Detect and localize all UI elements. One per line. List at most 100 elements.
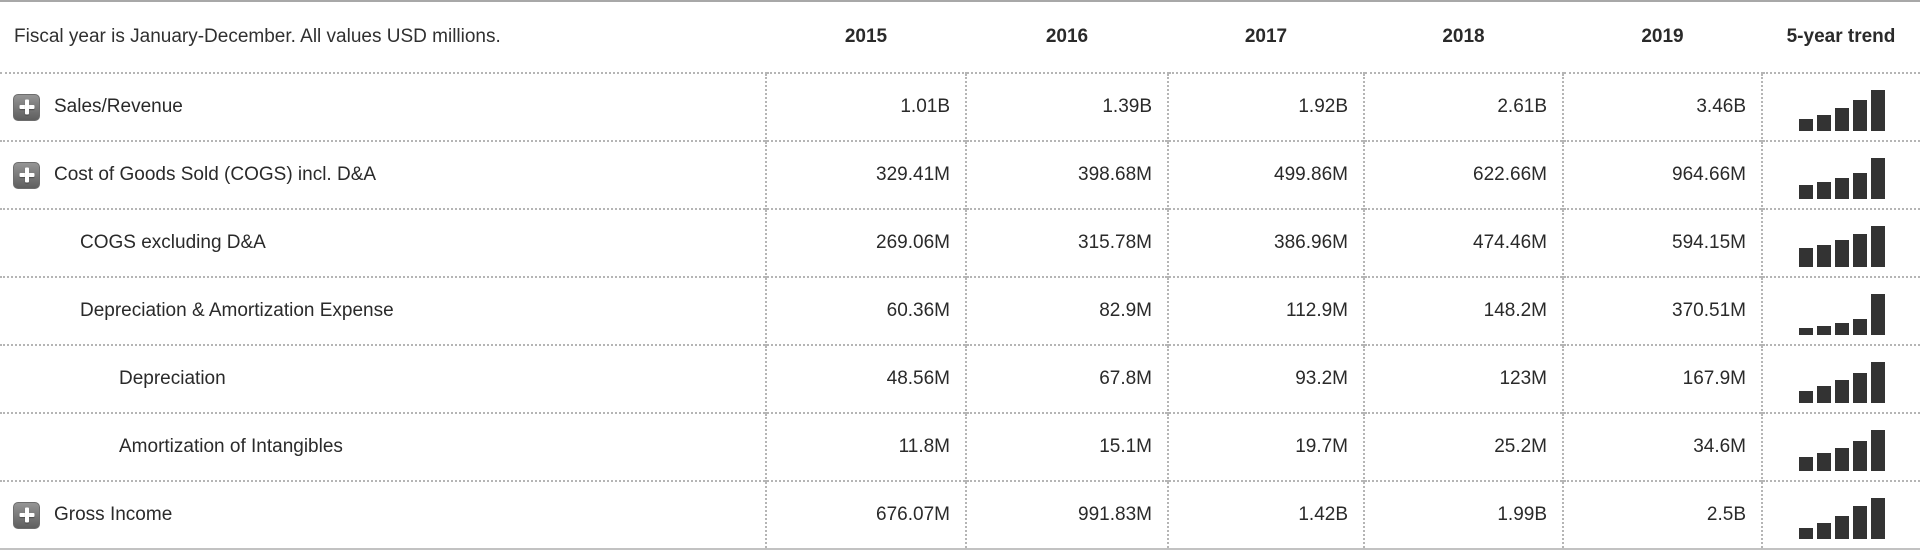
spark-bar bbox=[1870, 90, 1885, 131]
value-cell: 148.2M bbox=[1363, 276, 1563, 345]
trend-cell bbox=[1761, 276, 1920, 345]
spark-bar bbox=[1798, 457, 1813, 471]
value-cell: 2.61B bbox=[1363, 72, 1563, 141]
value-cell: 48.56M bbox=[765, 344, 966, 413]
value-cell: 594.15M bbox=[1562, 208, 1762, 277]
row-label: Gross Income bbox=[54, 504, 173, 525]
table-row: COGS excluding D&A 269.06M 315.78M 386.96M 4… bbox=[0, 208, 1920, 277]
row-label-wrap: Cost of Goods Sold (COGS) incl. D&A bbox=[0, 161, 765, 189]
value-cell: 386.96M bbox=[1167, 208, 1364, 277]
value-cell: 370.51M bbox=[1562, 276, 1762, 345]
value-cell: 60.36M bbox=[765, 276, 966, 345]
expand-button[interactable] bbox=[13, 161, 40, 189]
spark-bar bbox=[1870, 498, 1885, 539]
plus-icon bbox=[14, 163, 39, 188]
trend-sparkline bbox=[1798, 362, 1885, 403]
row-label-cell[interactable]: Sales/Revenue bbox=[0, 72, 766, 141]
fiscal-year-note: Fiscal year is January-December. All val… bbox=[14, 26, 501, 47]
value-cell: 474.46M bbox=[1363, 208, 1563, 277]
table-row: Amortization of Intangibles 11.8M 15.1M 19.… bbox=[0, 412, 1920, 481]
value-cell: 25.2M bbox=[1363, 412, 1563, 481]
value-cell: 991.83M bbox=[965, 480, 1168, 549]
value-cell: 15.1M bbox=[965, 412, 1168, 481]
row-label-cell[interactable]: Gross Income bbox=[0, 480, 766, 549]
row-label: COGS excluding D&A bbox=[80, 232, 266, 253]
row-label-wrap: Gross Income bbox=[0, 501, 765, 529]
value-cell: 499.86M bbox=[1167, 140, 1364, 209]
value-cell: 269.06M bbox=[765, 208, 966, 277]
trend-sparkline bbox=[1798, 294, 1885, 335]
row-label: Depreciation & Amortization Expense bbox=[80, 300, 394, 321]
spark-bar bbox=[1816, 115, 1831, 131]
value-cell: 1.01B bbox=[765, 72, 966, 141]
header-row: Fiscal year is January-December. All val… bbox=[0, 1, 1920, 73]
value-cell: 67.8M bbox=[965, 344, 1168, 413]
table-row: Depreciation & Amortization Expense 60.36… bbox=[0, 276, 1920, 345]
row-label: Cost of Goods Sold (COGS) incl. D&A bbox=[54, 164, 377, 185]
value-cell: 964.66M bbox=[1562, 140, 1762, 209]
table-body: Sales/Revenue 1.01B 1.39B 1.92B 2.61B 3.46B Co… bbox=[0, 72, 1920, 549]
expand-button[interactable] bbox=[13, 93, 40, 121]
trend-sparkline bbox=[1798, 90, 1885, 131]
spark-bar bbox=[1852, 319, 1867, 335]
spark-bar bbox=[1798, 528, 1813, 539]
value-cell: 112.9M bbox=[1167, 276, 1364, 345]
spark-bar bbox=[1852, 373, 1867, 403]
value-cell: 2.5B bbox=[1562, 480, 1762, 549]
spark-bar bbox=[1870, 226, 1885, 267]
value-cell: 1.42B bbox=[1167, 480, 1364, 549]
spark-bar bbox=[1834, 323, 1849, 335]
year-header-2017: 2017 bbox=[1244, 26, 1288, 47]
spark-bar bbox=[1834, 240, 1849, 267]
plus-icon bbox=[14, 503, 39, 528]
value-cell: 622.66M bbox=[1363, 140, 1563, 209]
row-label-cell: Depreciation bbox=[0, 344, 766, 413]
trend-cell bbox=[1761, 412, 1920, 481]
spark-bar bbox=[1816, 245, 1831, 267]
spark-bar bbox=[1852, 234, 1867, 267]
year-header-2019: 2019 bbox=[1641, 26, 1684, 47]
spark-bar bbox=[1870, 294, 1885, 335]
spark-bar bbox=[1834, 178, 1849, 199]
row-label-cell[interactable]: Cost of Goods Sold (COGS) incl. D&A bbox=[0, 140, 766, 209]
year-header-2015: 2015 bbox=[844, 26, 888, 47]
spark-bar bbox=[1852, 100, 1867, 131]
row-label-cell: Depreciation & Amortization Expense bbox=[0, 276, 766, 345]
row-label: Depreciation bbox=[119, 368, 226, 389]
row-label-wrap: Sales/Revenue bbox=[0, 93, 765, 121]
plus-icon bbox=[14, 95, 39, 120]
row-label: Sales/Revenue bbox=[54, 96, 183, 117]
row-label: Amortization of Intangibles bbox=[119, 436, 343, 457]
spark-bar bbox=[1816, 453, 1831, 471]
trend-cell bbox=[1761, 72, 1920, 141]
value-cell: 1.99B bbox=[1363, 480, 1563, 549]
value-cell: 19.7M bbox=[1167, 412, 1364, 481]
value-cell: 93.2M bbox=[1167, 344, 1364, 413]
spark-bar bbox=[1834, 448, 1849, 471]
spark-bar bbox=[1834, 516, 1849, 539]
expand-button[interactable] bbox=[13, 501, 40, 529]
table-row: Depreciation 48.56M 67.8M 93.2M 123M 167.9M bbox=[0, 344, 1920, 413]
spark-bar bbox=[1816, 326, 1831, 335]
row-label-cell: Amortization of Intangibles bbox=[0, 412, 766, 481]
trend-cell bbox=[1761, 480, 1920, 549]
value-cell: 1.92B bbox=[1167, 72, 1364, 141]
trend-cell bbox=[1761, 344, 1920, 413]
value-cell: 123M bbox=[1363, 344, 1563, 413]
trend-sparkline bbox=[1798, 226, 1885, 267]
year-header-2018: 2018 bbox=[1442, 26, 1485, 47]
value-cell: 315.78M bbox=[965, 208, 1168, 277]
spark-bar bbox=[1852, 441, 1867, 471]
row-label-cell: COGS excluding D&A bbox=[0, 208, 766, 277]
trend-header: 5-year trend bbox=[1786, 26, 1896, 47]
spark-bar bbox=[1798, 328, 1813, 335]
trend-cell bbox=[1761, 140, 1920, 209]
spark-bar bbox=[1852, 506, 1867, 539]
spark-bar bbox=[1852, 173, 1867, 199]
trend-cell bbox=[1761, 208, 1920, 277]
trend-sparkline bbox=[1798, 498, 1885, 539]
value-cell: 676.07M bbox=[765, 480, 966, 549]
spark-bar bbox=[1816, 386, 1831, 403]
spark-bar bbox=[1834, 380, 1849, 403]
